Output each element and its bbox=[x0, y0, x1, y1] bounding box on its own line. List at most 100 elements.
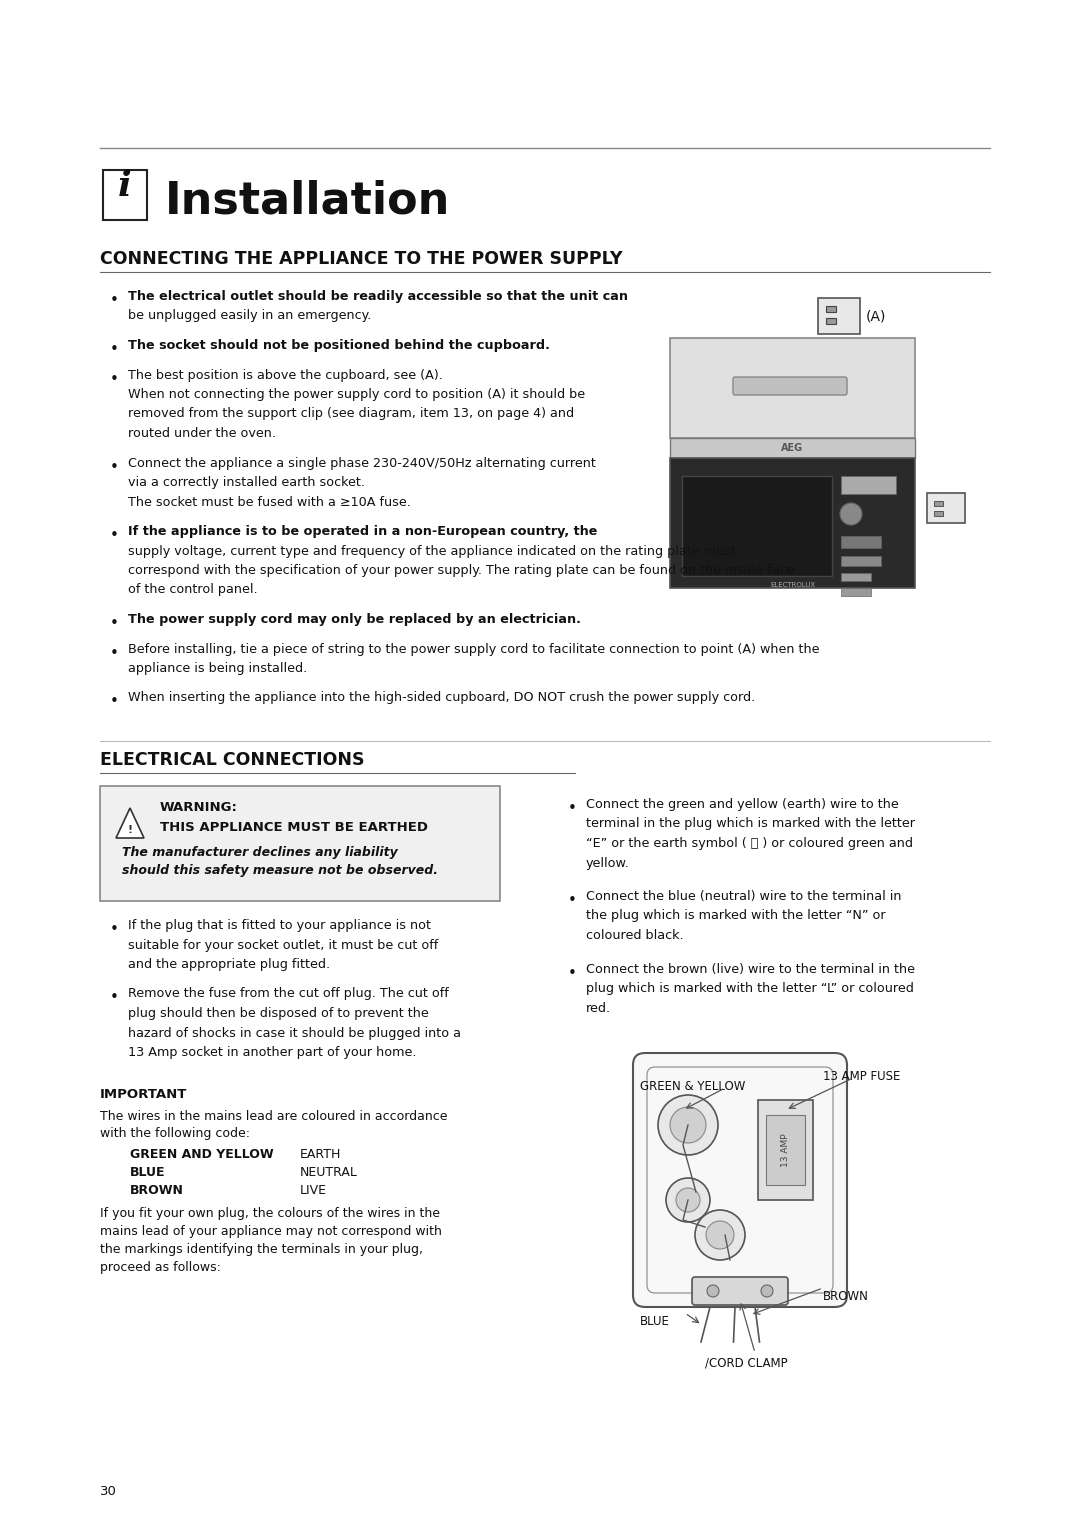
FancyBboxPatch shape bbox=[841, 476, 896, 495]
Text: IMPORTANT: IMPORTANT bbox=[100, 1087, 187, 1101]
Circle shape bbox=[676, 1188, 700, 1212]
Text: The socket must be fused with a ≥10A fuse.: The socket must be fused with a ≥10A fus… bbox=[129, 495, 410, 508]
Text: When not connecting the power supply cord to position (A) it should be: When not connecting the power supply cor… bbox=[129, 388, 585, 402]
Text: GREEN AND YELLOW: GREEN AND YELLOW bbox=[130, 1147, 273, 1161]
Text: •: • bbox=[109, 528, 119, 544]
Text: appliance is being installed.: appliance is being installed. bbox=[129, 663, 307, 675]
Bar bbox=[934, 501, 943, 505]
FancyBboxPatch shape bbox=[100, 786, 500, 901]
Text: THIS APPLIANCE MUST BE EARTHED: THIS APPLIANCE MUST BE EARTHED bbox=[160, 822, 428, 834]
Text: of the control panel.: of the control panel. bbox=[129, 583, 258, 597]
FancyBboxPatch shape bbox=[670, 458, 915, 588]
Text: hazard of shocks in case it should be plugged into a: hazard of shocks in case it should be pl… bbox=[129, 1026, 461, 1040]
FancyBboxPatch shape bbox=[633, 1054, 847, 1307]
Text: •: • bbox=[568, 893, 577, 909]
Circle shape bbox=[706, 1222, 734, 1249]
FancyBboxPatch shape bbox=[818, 298, 860, 334]
FancyBboxPatch shape bbox=[692, 1277, 788, 1306]
Text: AEG: AEG bbox=[782, 443, 804, 454]
Text: BLUE: BLUE bbox=[130, 1165, 165, 1179]
FancyBboxPatch shape bbox=[670, 438, 915, 458]
FancyBboxPatch shape bbox=[103, 169, 147, 220]
Polygon shape bbox=[116, 808, 144, 838]
Text: If you fit your own plug, the colours of the wires in the: If you fit your own plug, the colours of… bbox=[100, 1208, 440, 1220]
Text: should this safety measure not be observed.: should this safety measure not be observ… bbox=[122, 864, 438, 876]
Text: plug should then be disposed of to prevent the: plug should then be disposed of to preve… bbox=[129, 1006, 429, 1020]
FancyBboxPatch shape bbox=[670, 337, 915, 438]
Text: GREEN & YELLOW: GREEN & YELLOW bbox=[640, 1080, 745, 1093]
Text: •: • bbox=[109, 460, 119, 475]
Text: •: • bbox=[109, 991, 119, 1005]
Text: correspond with the specification of your power supply. The rating plate can be : correspond with the specification of you… bbox=[129, 563, 795, 577]
Text: The manufacturer declines any liability: The manufacturer declines any liability bbox=[122, 846, 397, 860]
Text: The electrical outlet should be readily accessible so that the unit can: The electrical outlet should be readily … bbox=[129, 290, 627, 302]
Text: EARTH: EARTH bbox=[300, 1147, 341, 1161]
Text: BLUE: BLUE bbox=[640, 1315, 670, 1328]
Circle shape bbox=[658, 1095, 718, 1154]
Text: red.: red. bbox=[586, 1002, 611, 1014]
Text: Remove the fuse from the cut off plug. The cut off: Remove the fuse from the cut off plug. T… bbox=[129, 988, 449, 1000]
Text: •: • bbox=[109, 293, 119, 308]
Text: “E” or the earth symbol ( ⏚ ) or coloured green and: “E” or the earth symbol ( ⏚ ) or coloure… bbox=[586, 837, 913, 851]
Text: If the plug that is fitted to your appliance is not: If the plug that is fitted to your appli… bbox=[129, 919, 431, 931]
Text: BROWN: BROWN bbox=[823, 1290, 869, 1303]
Text: with the following code:: with the following code: bbox=[100, 1127, 249, 1141]
Text: If the appliance is to be operated in a non-European country, the: If the appliance is to be operated in a … bbox=[129, 525, 597, 538]
Text: 13 Amp socket in another part of your home.: 13 Amp socket in another part of your ho… bbox=[129, 1046, 417, 1060]
FancyBboxPatch shape bbox=[758, 1099, 813, 1200]
FancyBboxPatch shape bbox=[841, 573, 870, 580]
Text: i: i bbox=[118, 169, 132, 203]
Circle shape bbox=[761, 1286, 773, 1296]
FancyBboxPatch shape bbox=[841, 536, 881, 548]
Text: terminal in the plug which is marked with the letter: terminal in the plug which is marked wit… bbox=[586, 817, 915, 831]
Bar bbox=[934, 512, 943, 516]
Text: •: • bbox=[109, 695, 119, 710]
Text: Connect the brown (live) wire to the terminal in the: Connect the brown (live) wire to the ter… bbox=[586, 962, 915, 976]
Text: proceed as follows:: proceed as follows: bbox=[100, 1261, 221, 1275]
Text: plug which is marked with the letter “L” or coloured: plug which is marked with the letter “L”… bbox=[586, 982, 914, 996]
Text: the plug which is marked with the letter “N” or: the plug which is marked with the letter… bbox=[586, 910, 886, 922]
Text: •: • bbox=[568, 965, 577, 980]
Text: •: • bbox=[568, 802, 577, 815]
Text: CONNECTING THE APPLIANCE TO THE POWER SUPPLY: CONNECTING THE APPLIANCE TO THE POWER SU… bbox=[100, 250, 622, 269]
Text: •: • bbox=[109, 646, 119, 661]
Text: •: • bbox=[109, 615, 119, 631]
Text: 13 AMP: 13 AMP bbox=[781, 1133, 789, 1167]
Text: the markings identifying the terminals in your plug,: the markings identifying the terminals i… bbox=[100, 1243, 423, 1257]
Circle shape bbox=[707, 1286, 719, 1296]
Text: NEUTRAL: NEUTRAL bbox=[300, 1165, 357, 1179]
Circle shape bbox=[840, 502, 862, 525]
Text: Before installing, tie a piece of string to the power supply cord to facilitate : Before installing, tie a piece of string… bbox=[129, 643, 820, 655]
Text: When inserting the appliance into the high-sided cupboard, DO NOT crush the powe: When inserting the appliance into the hi… bbox=[129, 692, 755, 704]
Text: suitable for your socket outlet, it must be cut off: suitable for your socket outlet, it must… bbox=[129, 939, 438, 951]
Circle shape bbox=[670, 1107, 706, 1144]
Text: via a correctly installed earth socket.: via a correctly installed earth socket. bbox=[129, 476, 365, 489]
Text: •: • bbox=[109, 342, 119, 357]
Text: (A): (A) bbox=[866, 308, 887, 324]
Text: •: • bbox=[109, 371, 119, 386]
FancyBboxPatch shape bbox=[766, 1115, 805, 1185]
Text: The best position is above the cupboard, see (A).: The best position is above the cupboard,… bbox=[129, 368, 443, 382]
Bar bbox=[826, 318, 836, 324]
Text: The socket should not be positioned behind the cupboard.: The socket should not be positioned behi… bbox=[129, 339, 550, 353]
Text: and the appropriate plug fitted.: and the appropriate plug fitted. bbox=[129, 957, 330, 971]
Text: supply voltage, current type and frequency of the appliance indicated on the rat: supply voltage, current type and frequen… bbox=[129, 545, 735, 557]
Text: ELECTRICAL CONNECTIONS: ELECTRICAL CONNECTIONS bbox=[100, 751, 365, 770]
FancyBboxPatch shape bbox=[681, 476, 832, 576]
Bar bbox=[826, 305, 836, 312]
Text: removed from the support clip (see diagram, item 13, on page 4) and: removed from the support clip (see diagr… bbox=[129, 408, 575, 420]
Circle shape bbox=[696, 1209, 745, 1260]
FancyBboxPatch shape bbox=[927, 493, 966, 524]
Text: Connect the appliance a single phase 230-240V/50Hz alternating current: Connect the appliance a single phase 230… bbox=[129, 457, 596, 469]
Text: The wires in the mains lead are coloured in accordance: The wires in the mains lead are coloured… bbox=[100, 1110, 447, 1122]
Text: coloured black.: coloured black. bbox=[586, 928, 684, 942]
Circle shape bbox=[666, 1177, 710, 1222]
Text: yellow.: yellow. bbox=[586, 857, 630, 869]
Text: WARNING:: WARNING: bbox=[160, 802, 238, 814]
Text: The power supply cord may only be replaced by an electrician.: The power supply cord may only be replac… bbox=[129, 612, 581, 626]
Text: mains lead of your appliance may not correspond with: mains lead of your appliance may not cor… bbox=[100, 1226, 442, 1238]
Text: Installation: Installation bbox=[165, 180, 450, 223]
FancyBboxPatch shape bbox=[841, 556, 881, 567]
Text: Connect the blue (neutral) wire to the terminal in: Connect the blue (neutral) wire to the t… bbox=[586, 890, 902, 902]
Text: 30: 30 bbox=[100, 1484, 117, 1498]
